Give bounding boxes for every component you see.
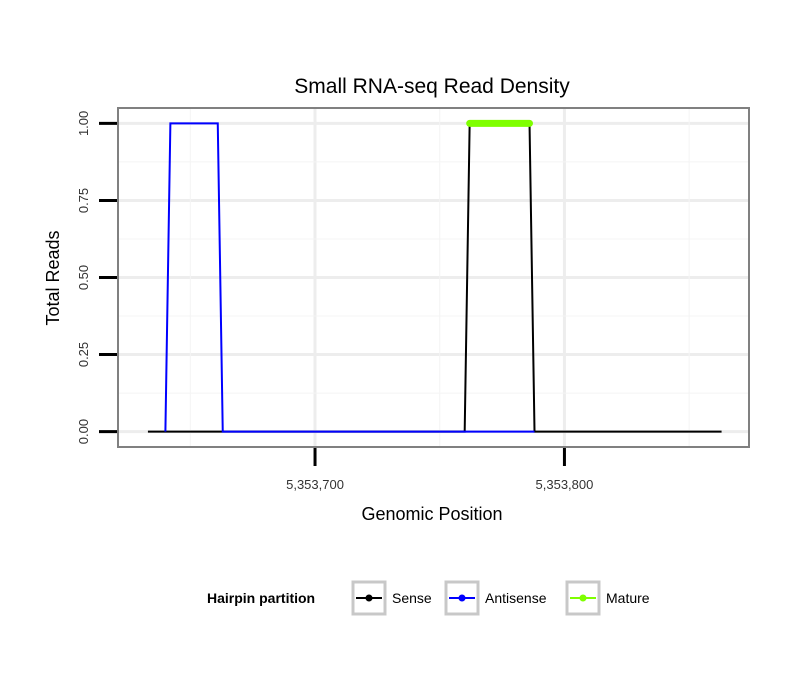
legend-key-point-mature [580, 595, 587, 602]
y-tick-label-1: 0.25 [76, 342, 91, 367]
legend-label-sense: Sense [392, 590, 432, 606]
x-tick-label-0: 5,353,700 [286, 477, 344, 492]
y-tick-label-0: 0.00 [76, 419, 91, 444]
chart-title: Small RNA-seq Read Density [294, 75, 570, 98]
plot-panel [118, 108, 749, 447]
read-density-chart: Small RNA-seq Read Density 0.00 0.25 0.50 0… [0, 0, 810, 690]
x-axis-title: Genomic Position [361, 504, 502, 524]
y-tick-label-2: 0.50 [76, 265, 91, 290]
legend-title: Hairpin partition [207, 590, 315, 606]
x-tick-label-1: 5,353,800 [536, 477, 594, 492]
y-tick-label-3: 0.75 [76, 188, 91, 213]
legend-key-point-antisense [459, 595, 466, 602]
legend-label-antisense: Antisense [485, 590, 547, 606]
legend-label-mature: Mature [606, 590, 650, 606]
legend-key-point-sense [366, 595, 373, 602]
y-axis-title: Total Reads [43, 230, 63, 325]
y-tick-label-4: 1.00 [76, 111, 91, 136]
